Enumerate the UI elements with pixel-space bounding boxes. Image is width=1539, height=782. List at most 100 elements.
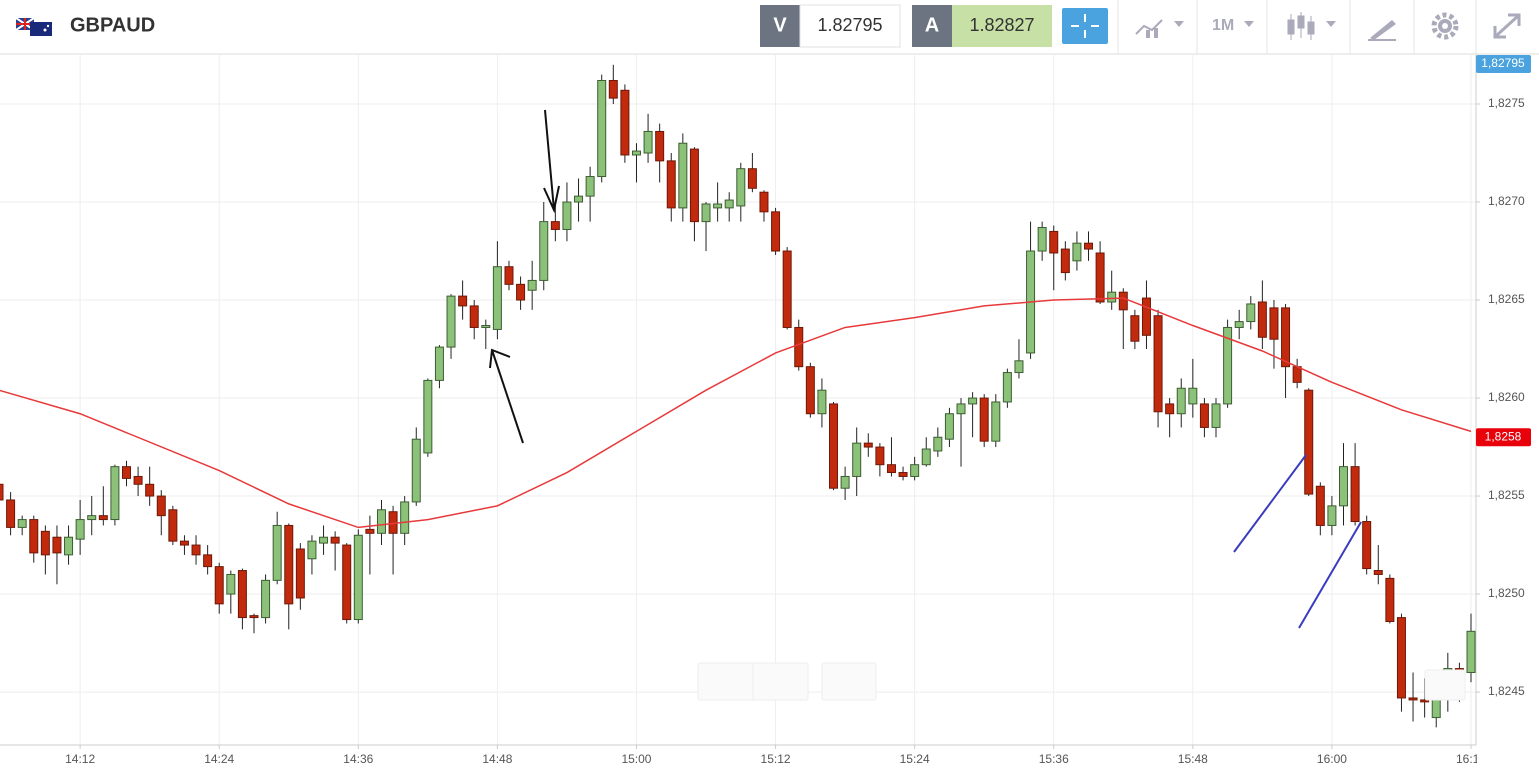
candle-body — [0, 483, 4, 501]
expand-button[interactable] — [1493, 13, 1521, 39]
trend-line — [1233, 454, 1307, 553]
y-tick-label: 1,8255 — [1488, 488, 1525, 502]
candle-body — [121, 466, 131, 479]
chart-type-button[interactable] — [1135, 19, 1184, 38]
candle-body — [840, 475, 850, 489]
crosshair-button[interactable] — [1062, 8, 1108, 44]
candle-body — [991, 401, 1001, 442]
candle-body — [226, 573, 236, 595]
candle-body — [724, 199, 734, 209]
candle-body — [817, 389, 827, 415]
candle-body — [1362, 521, 1372, 570]
candle-body — [469, 305, 479, 328]
candle-body — [40, 530, 50, 556]
candle-body — [295, 548, 305, 599]
candle-body — [1304, 389, 1314, 495]
ask-box[interactable] — [952, 5, 1052, 47]
candle-body — [87, 515, 97, 521]
candle-body — [492, 266, 502, 330]
candle-body — [863, 442, 873, 448]
x-tick-label: 14:24 — [204, 752, 234, 766]
candle-body — [261, 579, 271, 619]
candle-body — [933, 436, 943, 452]
candle-body — [608, 79, 618, 99]
candle-body — [400, 501, 410, 534]
candle-body — [1269, 307, 1279, 340]
candle-body — [1373, 570, 1383, 575]
candle-body — [330, 536, 340, 544]
candle-body — [203, 554, 213, 568]
nav-button[interactable] — [1424, 669, 1466, 701]
plot-area — [0, 55, 1476, 745]
candle-body — [1327, 505, 1337, 526]
candle-body — [678, 142, 688, 209]
candle-body — [1165, 403, 1175, 415]
bid-button[interactable] — [760, 5, 800, 47]
candle-body — [574, 195, 584, 203]
drawing-tool-button[interactable] — [1368, 20, 1396, 41]
candle-body — [145, 483, 155, 497]
candle-body — [527, 279, 537, 291]
candle-body — [620, 89, 630, 156]
candle-body — [1234, 321, 1244, 328]
price-tag — [1476, 428, 1531, 447]
candle-body — [1315, 485, 1325, 526]
candle-body — [829, 403, 839, 489]
candle-body — [110, 466, 120, 521]
candle-body — [284, 524, 294, 605]
candle-body — [423, 379, 433, 454]
candle-body — [1466, 630, 1476, 673]
bid-box[interactable] — [799, 4, 901, 48]
candle-body — [75, 519, 85, 540]
candle-body — [179, 540, 189, 546]
nav-button[interactable] — [821, 662, 877, 701]
candle-body — [782, 250, 792, 328]
annotation-arrows — [489, 109, 560, 444]
candle-body — [376, 509, 386, 534]
candle-body — [1350, 466, 1360, 523]
candle-body — [562, 201, 572, 230]
x-tick-label: 15:12 — [761, 752, 791, 766]
flag-icon — [15, 17, 52, 36]
toolbar: GBPAUD V 1.82795 A 1.82827 1M — [0, 0, 1539, 55]
trend-line — [1298, 521, 1362, 629]
arrow-head — [543, 185, 560, 214]
candle-body — [52, 536, 62, 554]
candle-type-button[interactable] — [1287, 12, 1336, 40]
candle-body — [1014, 360, 1024, 374]
candle-body — [446, 295, 456, 348]
candle-body — [1176, 387, 1186, 415]
candle-body — [191, 544, 201, 556]
candle-body — [1153, 315, 1163, 413]
candle-body — [805, 366, 815, 415]
timeframe-caret — [1244, 21, 1254, 27]
settings-button[interactable] — [1431, 12, 1459, 40]
timeframe[interactable]: 1M — [1212, 17, 1234, 34]
x-tick-label: 14:12 — [65, 752, 95, 766]
candle-body — [237, 570, 247, 619]
y-tick-label: 1,8250 — [1488, 586, 1525, 600]
bid-label: V — [773, 14, 787, 36]
candle-body — [458, 295, 468, 307]
x-tick-label: 14:48 — [482, 752, 512, 766]
candle-body — [29, 519, 39, 554]
x-tick-label: 16:00 — [1317, 752, 1347, 766]
x-tick-label: 15:48 — [1178, 752, 1208, 766]
y-tick-label: 1,8275 — [1488, 96, 1525, 110]
candle-body — [979, 397, 989, 442]
candle-body — [319, 536, 329, 544]
arrow-head — [489, 348, 511, 369]
candle-body — [1199, 403, 1209, 428]
candle-body — [249, 615, 259, 619]
ask-button[interactable] — [912, 5, 952, 47]
candle-body — [910, 464, 920, 477]
price-tag-label: 1,8258 — [1485, 429, 1522, 443]
candle-body — [1420, 699, 1430, 703]
candle-body — [307, 540, 317, 560]
arrow — [544, 109, 555, 211]
candle-body — [1130, 315, 1140, 342]
candle-body — [64, 536, 74, 556]
candle-body — [968, 397, 978, 405]
